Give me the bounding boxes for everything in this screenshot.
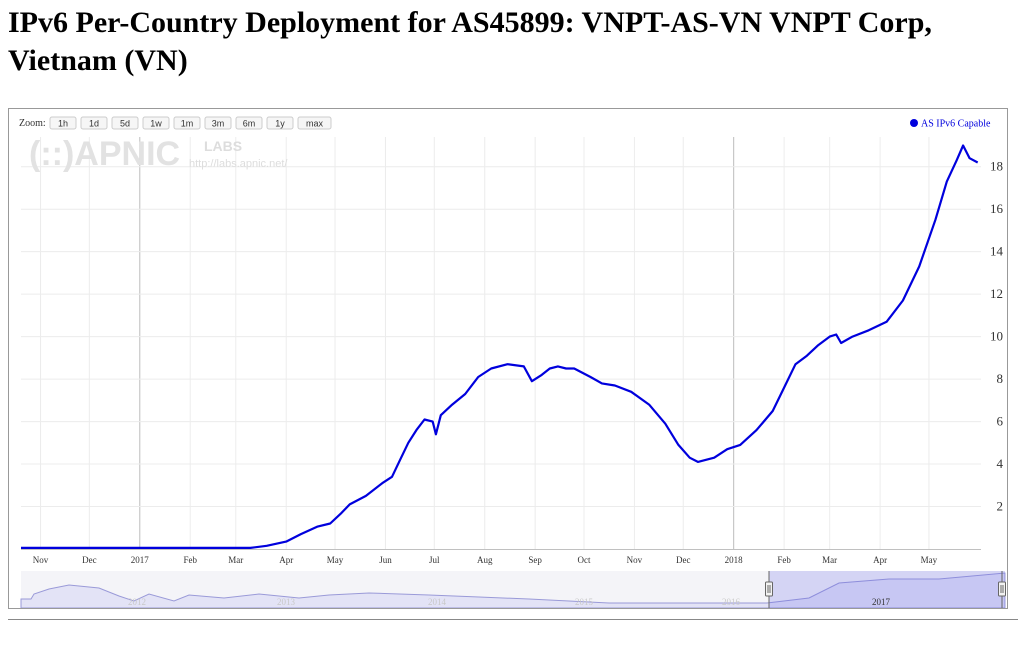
- x-tick-label: Feb: [777, 555, 791, 565]
- x-tick-label: May: [921, 555, 938, 565]
- apnic-logo-text: (::)APNIC: [29, 135, 180, 173]
- chart-container: (::)APNIC LABS http://labs.apnic.net/ Zo…: [8, 108, 1008, 609]
- x-tick-label: Sep: [528, 555, 542, 565]
- x-tick-label: Mar: [228, 555, 243, 565]
- x-tick-label: Dec: [676, 555, 691, 565]
- zoom-button-label: 6m: [243, 119, 256, 129]
- x-tick-label: Dec: [82, 555, 97, 565]
- grid-lines: [21, 137, 981, 549]
- y-tick-label: 6: [997, 414, 1004, 429]
- zoom-button-1y[interactable]: 1y: [266, 116, 294, 130]
- y-tick-label: 12: [990, 286, 1003, 301]
- x-tick-label: Nov: [33, 555, 49, 565]
- navigator-selected-range[interactable]: [769, 571, 1005, 608]
- zoom-button-label: 1d: [89, 119, 99, 129]
- x-tick-label: 2018: [725, 555, 744, 565]
- zoom-button-bg: [80, 116, 108, 130]
- zoom-button-1w[interactable]: 1w: [142, 116, 170, 130]
- x-tick-label: Nov: [627, 555, 643, 565]
- zoom-button-bg: [204, 116, 232, 130]
- navigator[interactable]: 2012 2013 2014 2015 2016 2017: [20, 571, 1006, 608]
- navigator-left-handle[interactable]: [765, 571, 773, 608]
- y-tick-label: 10: [990, 329, 1003, 344]
- x-tick-label: Oct: [577, 555, 590, 565]
- y-tick-label: 14: [990, 244, 1004, 259]
- zoom-button-bg: [142, 116, 170, 130]
- legend-marker: [910, 119, 918, 127]
- zoom-button-1d[interactable]: 1d: [80, 116, 108, 130]
- y-tick-label: 16: [990, 201, 1004, 216]
- legend-label: AS IPv6 Capable: [921, 119, 991, 130]
- zoom-button-label: 1h: [58, 119, 68, 129]
- zoom-button-3m[interactable]: 3m: [204, 116, 232, 130]
- navigator-year-label: 2015: [575, 597, 594, 607]
- y-tick-label: 8: [997, 371, 1004, 386]
- navigator-year-label: 2012: [128, 597, 146, 607]
- zoom-button-bg: [173, 116, 201, 130]
- x-tick-label: 2017: [131, 555, 150, 565]
- x-axis-tick-labels: Nov Dec 2017 Feb Mar Apr May Jun Jul Aug Sep Oct Nov…: [33, 555, 938, 565]
- navigator-year-label: 2013: [277, 597, 296, 607]
- apnic-labs-text: LABS: [204, 138, 242, 154]
- page-title: IPv6 Per-Country Deployment for AS45899:…: [8, 6, 932, 77]
- zoom-button-label: 1w: [150, 119, 162, 129]
- navigator-overview-area: [20, 572, 1006, 608]
- zoom-button-6m[interactable]: 6m: [235, 116, 263, 130]
- x-tick-label: Apr: [279, 555, 293, 565]
- zoom-button-bg: [266, 116, 294, 130]
- zoom-button-max[interactable]: max: [297, 116, 332, 130]
- zoom-button-label: max: [306, 119, 324, 129]
- zoom-toolbar: Zoom: 1h 1d 5d 1w 1m 3m 6m 1y max: [19, 116, 332, 130]
- navigator-right-handle[interactable]: [998, 571, 1006, 608]
- y-tick-label: 2: [997, 499, 1004, 514]
- zoom-button-bg: [297, 116, 332, 130]
- zoom-button-label: 1m: [181, 119, 194, 129]
- zoom-button-bg: [49, 116, 77, 130]
- legend[interactable]: AS IPv6 Capable: [910, 119, 991, 130]
- x-tick-label: Feb: [183, 555, 197, 565]
- zoom-label: Zoom:: [19, 118, 46, 129]
- zoom-button-bg: [111, 116, 139, 130]
- x-tick-label: Apr: [873, 555, 887, 565]
- zoom-button-1m[interactable]: 1m: [173, 116, 201, 130]
- x-tick-label: Jun: [379, 555, 392, 565]
- y-axis-tick-labels: 2 4 6 8 10 12 14 16 18: [990, 159, 1004, 514]
- series-line-ipv6-capable: [21, 144, 979, 549]
- navigator-year-label: 2014: [428, 597, 447, 607]
- zoom-button-bg: [235, 116, 263, 130]
- bottom-divider: [8, 619, 1018, 620]
- x-tick-label: May: [327, 555, 344, 565]
- zoom-button-1h[interactable]: 1h: [49, 116, 77, 130]
- x-tick-label: Jul: [429, 555, 440, 565]
- zoom-button-label: 3m: [212, 119, 225, 129]
- apnic-url-text: http://labs.apnic.net/: [189, 158, 288, 170]
- navigator-handle-grip: [765, 581, 773, 597]
- navigator-year-label: 2017: [872, 597, 891, 607]
- x-tick-label: Mar: [822, 555, 837, 565]
- apnic-watermark: (::)APNIC LABS http://labs.apnic.net/: [29, 135, 288, 173]
- y-tick-label: 4: [997, 456, 1004, 471]
- y-tick-label: 18: [990, 159, 1003, 174]
- zoom-button-label: 5d: [120, 119, 130, 129]
- navigator-year-label: 2016: [722, 597, 741, 607]
- x-tick-label: Aug: [477, 555, 493, 565]
- zoom-button-label: 1y: [275, 119, 285, 129]
- zoom-button-5d[interactable]: 5d: [111, 116, 139, 130]
- chart-svg: (::)APNIC LABS http://labs.apnic.net/ Zo…: [19, 116, 1006, 608]
- navigator-handle-grip: [998, 581, 1006, 597]
